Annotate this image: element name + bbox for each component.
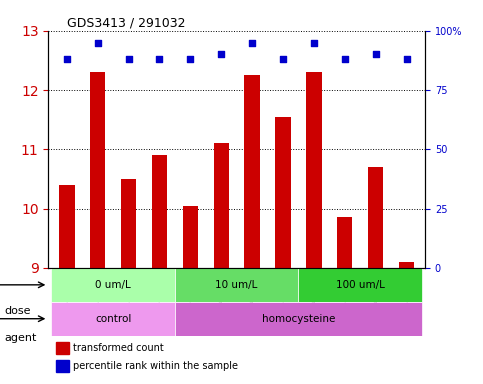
Bar [337, 217, 353, 268]
Bar [90, 72, 105, 268]
Point [403, 56, 411, 62]
Text: transformed count: transformed count [73, 343, 164, 353]
Point [248, 40, 256, 46]
FancyBboxPatch shape [51, 302, 175, 336]
Bar [306, 72, 322, 268]
Bar [152, 155, 167, 268]
Point [186, 56, 194, 62]
Bar [213, 143, 229, 268]
Point [217, 51, 225, 58]
Bar [121, 179, 136, 268]
Point [310, 40, 318, 46]
Text: 10 um/L: 10 um/L [215, 280, 258, 290]
FancyBboxPatch shape [51, 268, 175, 302]
Point [372, 51, 380, 58]
Point [125, 56, 132, 62]
Point [156, 56, 163, 62]
Bar [368, 167, 384, 268]
FancyBboxPatch shape [175, 302, 422, 336]
Bar [244, 75, 260, 268]
Text: GDS3413 / 291032: GDS3413 / 291032 [67, 17, 185, 30]
Point [341, 56, 349, 62]
Text: control: control [95, 314, 131, 324]
Bar [399, 262, 414, 268]
Text: agent: agent [5, 333, 37, 343]
Point [94, 40, 101, 46]
Bar [59, 185, 74, 268]
Text: percentile rank within the sample: percentile rank within the sample [73, 361, 238, 371]
Bar [275, 117, 291, 268]
Text: dose: dose [5, 306, 31, 316]
Text: 100 um/L: 100 um/L [336, 280, 384, 290]
FancyBboxPatch shape [175, 268, 298, 302]
Bar [56, 360, 69, 372]
Text: homocysteine: homocysteine [262, 314, 335, 324]
Point [63, 56, 71, 62]
Bar [56, 342, 69, 354]
Text: 0 um/L: 0 um/L [95, 280, 131, 290]
Point [279, 56, 287, 62]
Bar [183, 206, 198, 268]
FancyBboxPatch shape [298, 268, 422, 302]
